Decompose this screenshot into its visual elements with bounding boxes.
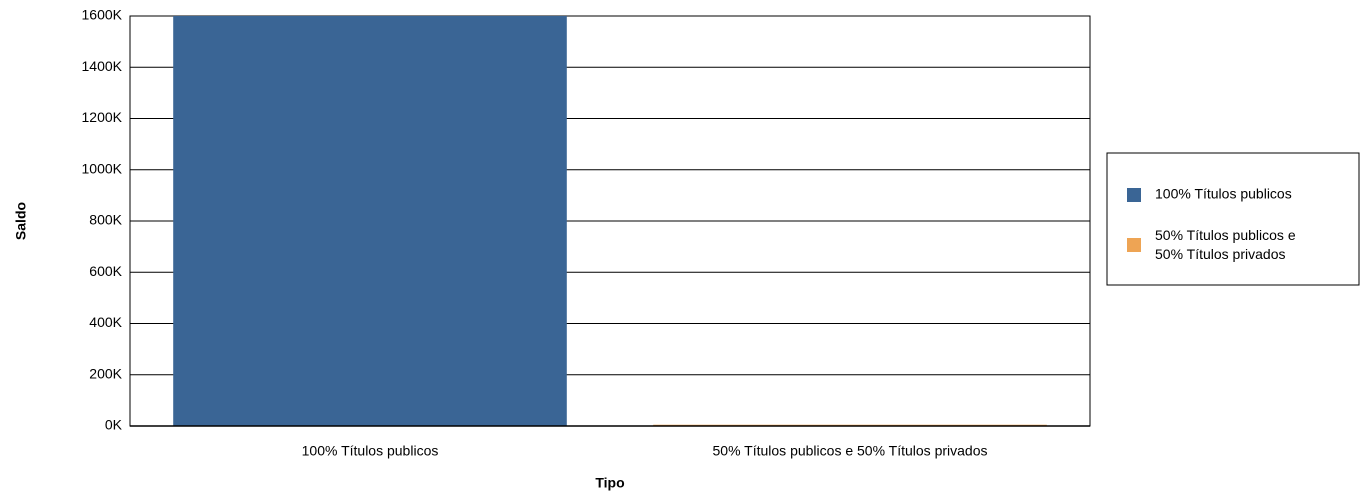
y-tick-label: 1000K	[82, 160, 123, 176]
y-axis-label: Saldo	[13, 202, 29, 240]
legend-label-line: 50% Títulos privados	[1155, 246, 1285, 262]
y-tick-label: 800K	[89, 212, 122, 228]
legend-label: 50% Títulos publicos e 50% Títulos privad…	[1155, 227, 1296, 262]
y-tick-label: 600K	[89, 263, 122, 279]
y-tick-label: 1600K	[82, 7, 123, 23]
y-tick-label: 1400K	[82, 58, 123, 74]
x-tick-label: 50% Títulos publicos e 50% Títulos priva…	[713, 443, 988, 459]
x-tick-label: 100% Títulos publicos	[302, 443, 439, 459]
y-tick-label: 200K	[89, 365, 122, 381]
y-tick-label: 1200K	[82, 109, 123, 125]
legend-swatch	[1127, 188, 1141, 202]
legend-swatch	[1127, 238, 1141, 252]
x-axis-label: Tipo	[595, 475, 624, 491]
legend-label: 100% Títulos publicos	[1155, 186, 1292, 202]
legend-box	[1106, 152, 1360, 286]
legend-label-line: 50% Títulos publicos e	[1155, 227, 1296, 243]
bar	[173, 16, 567, 426]
y-tick-label: 400K	[89, 314, 122, 330]
y-tick-label: 0K	[105, 417, 123, 433]
